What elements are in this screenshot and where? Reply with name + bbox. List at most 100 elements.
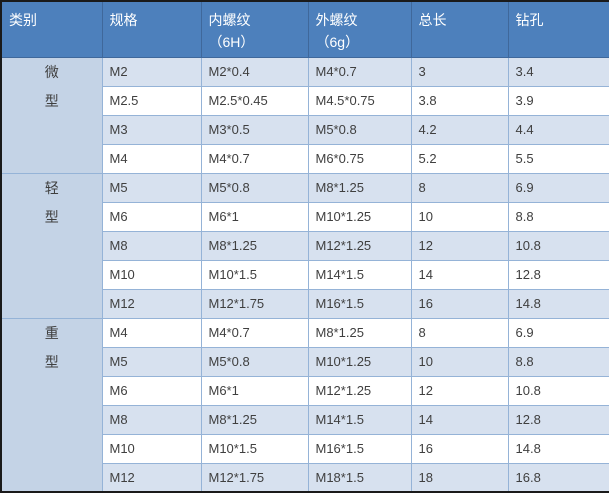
total-length-cell: 3 <box>410 56 509 87</box>
col-header-label: 内螺纹 <box>208 12 251 28</box>
drill-cell: 10.8 <box>507 375 609 406</box>
internal-thread-cell: M3*0.5 <box>200 114 309 145</box>
external-thread-cell: M10*1.25 <box>307 346 412 377</box>
internal-thread-cell: M8*1.25 <box>200 230 309 261</box>
drill-cell: 3.4 <box>507 56 609 87</box>
external-thread-cell: M16*1.5 <box>307 433 412 464</box>
spec-cell: M4 <box>101 143 202 174</box>
drill-cell: 5.5 <box>507 143 609 174</box>
internal-thread-cell: M6*1 <box>200 201 309 232</box>
table-row: 微 型 M2 M2*0.4 M4*0.7 3 3.4 <box>0 56 609 174</box>
internal-thread-cell: M2*0.4 <box>200 56 309 87</box>
total-length-cell: 10 <box>410 346 509 377</box>
total-length-cell: 3.8 <box>410 85 509 116</box>
total-length-cell: 14 <box>410 404 509 435</box>
table-row: M8 M8*1.25 M14*1.5 14 12.8 <box>1 404 609 435</box>
category-line: 轻 <box>44 179 59 196</box>
drill-cell: 10.8 <box>507 230 609 261</box>
spec-cell: M8 <box>101 404 202 435</box>
internal-thread-cell: M12*1.75 <box>200 462 309 493</box>
external-thread-cell: M10*1.25 <box>307 201 412 232</box>
drill-cell: 16.8 <box>507 462 609 493</box>
spec-cell: M5 <box>101 346 202 377</box>
total-length-cell: 16 <box>410 288 509 319</box>
drill-cell: 14.8 <box>507 288 609 319</box>
internal-thread-cell: M10*1.5 <box>200 259 309 290</box>
category-line: 重 <box>44 324 59 341</box>
external-thread-cell: M16*1.5 <box>307 288 412 319</box>
total-length-cell: 18 <box>410 462 509 493</box>
col-header-spec: 规格 <box>101 0 202 58</box>
col-header-external-thread: 外螺纹 （6g） <box>307 0 412 58</box>
col-header-label: 外螺纹 <box>315 12 358 28</box>
table-row: M2.5 M2.5*0.45 M4.5*0.75 3.8 3.9 <box>1 85 609 116</box>
drill-cell: 12.8 <box>507 259 609 290</box>
col-header-label: 钻孔 <box>515 12 544 28</box>
internal-thread-cell: M5*0.8 <box>200 346 309 377</box>
external-thread-cell: M14*1.5 <box>307 404 412 435</box>
col-header-sub: （6g） <box>315 34 360 50</box>
drill-cell: 12.8 <box>507 404 609 435</box>
col-header-sub: （6H） <box>208 34 255 50</box>
col-header-drill: 钻孔 <box>507 0 609 58</box>
drill-cell: 14.8 <box>507 433 609 464</box>
external-thread-cell: M4.5*0.75 <box>307 85 412 116</box>
category-line: 型 <box>44 208 59 225</box>
internal-thread-cell: M5*0.8 <box>200 172 309 203</box>
external-thread-cell: M5*0.8 <box>307 114 412 145</box>
spec-cell: M10 <box>101 433 202 464</box>
spec-cell: M12 <box>101 462 202 493</box>
external-thread-cell: M14*1.5 <box>307 259 412 290</box>
table-row: M10 M10*1.5 M14*1.5 14 12.8 <box>1 259 609 290</box>
total-length-cell: 10 <box>410 201 509 232</box>
drill-cell: 6.9 <box>507 172 609 203</box>
total-length-cell: 8 <box>410 172 509 203</box>
spec-cell: M4 <box>101 317 202 348</box>
col-header-internal-thread: 内螺纹 （6H） <box>200 0 309 58</box>
external-thread-cell: M8*1.25 <box>307 317 412 348</box>
spec-cell: M2.5 <box>101 85 202 116</box>
drill-cell: 8.8 <box>507 201 609 232</box>
spec-cell: M10 <box>101 259 202 290</box>
internal-thread-cell: M12*1.75 <box>200 288 309 319</box>
external-thread-cell: M8*1.25 <box>307 172 412 203</box>
spec-cell: M2 <box>101 56 202 87</box>
drill-cell: 6.9 <box>507 317 609 348</box>
internal-thread-cell: M8*1.25 <box>200 404 309 435</box>
spec-cell: M5 <box>101 172 202 203</box>
category-cell-heavy: 重 型 <box>0 317 103 493</box>
total-length-cell: 8 <box>410 317 509 348</box>
spec-cell: M8 <box>101 230 202 261</box>
internal-thread-cell: M2.5*0.45 <box>200 85 309 116</box>
drill-cell: 4.4 <box>507 114 609 145</box>
total-length-cell: 4.2 <box>410 114 509 145</box>
spec-cell: M3 <box>101 114 202 145</box>
category-cell-light: 轻 型 <box>0 172 103 319</box>
spec-cell: M12 <box>101 288 202 319</box>
header-row: 类别 规格 内螺纹 （6H） 外螺纹 （6g） 总长 钻孔 <box>0 0 609 58</box>
total-length-cell: 16 <box>410 433 509 464</box>
table-row: M5 M5*0.8 M10*1.25 10 8.8 <box>1 346 609 377</box>
external-thread-cell: M4*0.7 <box>307 56 412 87</box>
category-cell-micro: 微 型 <box>0 56 103 174</box>
external-thread-cell: M12*1.25 <box>307 230 412 261</box>
table-row: 轻 型 M5 M5*0.8 M8*1.25 8 6.9 <box>0 172 609 319</box>
category-line: 微 <box>44 63 59 80</box>
internal-thread-cell: M10*1.5 <box>200 433 309 464</box>
total-length-cell: 12 <box>410 375 509 406</box>
table-row: M8 M8*1.25 M12*1.25 12 10.8 <box>1 230 609 261</box>
total-length-cell: 12 <box>410 230 509 261</box>
table-row: 重 型 M4 M4*0.7 M8*1.25 8 6.9 <box>0 317 609 493</box>
internal-thread-cell: M4*0.7 <box>200 317 309 348</box>
table-row: M4 M4*0.7 M6*0.75 5.2 5.5 <box>1 143 609 174</box>
spec-cell: M6 <box>101 201 202 232</box>
table-row: M10 M10*1.5 M16*1.5 16 14.8 <box>1 433 609 464</box>
col-header-label: 类别 <box>9 12 37 28</box>
external-thread-cell: M6*0.75 <box>307 143 412 174</box>
col-header-label: 规格 <box>109 12 138 28</box>
drill-cell: 3.9 <box>507 85 609 116</box>
category-line: 型 <box>44 92 59 109</box>
table-row: M6 M6*1 M12*1.25 12 10.8 <box>1 375 609 406</box>
col-header-label: 总长 <box>418 12 447 28</box>
